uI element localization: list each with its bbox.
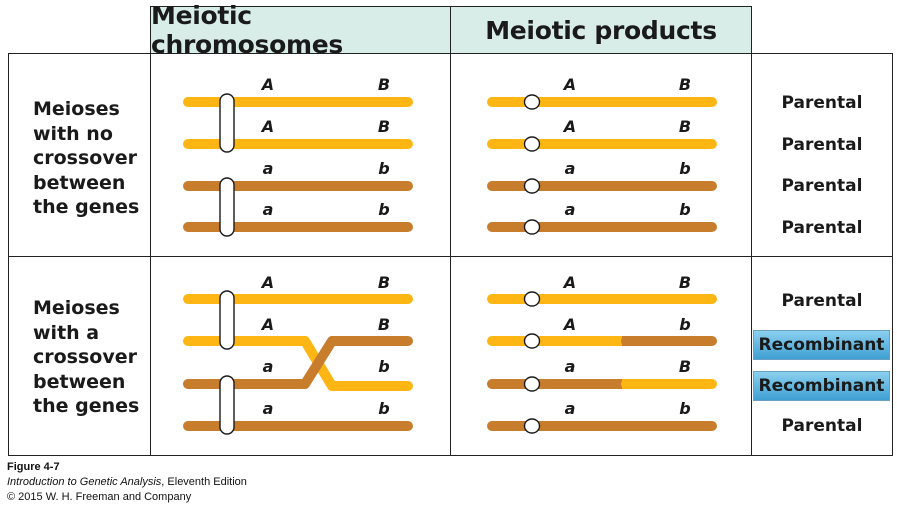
outcome-parental: Parental <box>781 416 863 436</box>
allele-label: A <box>260 117 274 136</box>
row1-products: A B A B a b a b <box>487 75 717 235</box>
allele-label: a <box>565 200 576 219</box>
centromere <box>219 93 235 153</box>
centromere <box>219 375 235 435</box>
allele-label: B <box>679 117 691 136</box>
copyright-line: © 2015 W. H. Freeman and Company <box>7 491 192 503</box>
row1-chromosomes: A B A B a b a b <box>183 75 413 237</box>
allele-label: b <box>378 399 389 418</box>
row1-label-line: between <box>33 171 126 194</box>
outcome-recombinant-badge: Recombinant <box>753 330 890 360</box>
strand-join <box>622 336 630 346</box>
row1-label-line: the genes <box>33 196 140 218</box>
outcome-parental: Parental <box>781 93 863 113</box>
allele-label: a <box>565 159 576 178</box>
allele-label: b <box>679 399 690 418</box>
allele-label: B <box>679 75 691 94</box>
allele-label: A <box>260 75 274 94</box>
centromere <box>523 136 541 152</box>
allele-label: A <box>260 315 274 334</box>
allele-label: a <box>263 159 274 178</box>
row2-label-line: the genes <box>33 395 140 417</box>
allele-label: a <box>263 357 274 376</box>
outcome-parental: Parental <box>781 176 863 196</box>
row2-label: Meioses with a crossover between the gen… <box>33 296 139 419</box>
centromere <box>219 290 235 350</box>
allele-label: b <box>679 315 690 334</box>
allele-label: A <box>562 273 576 292</box>
centromere <box>219 177 235 237</box>
centromere <box>523 333 541 349</box>
allele-label: A <box>562 117 576 136</box>
allele-label: b <box>378 357 389 376</box>
book-title-italic: Introduction to Genetic Analysis <box>7 476 162 488</box>
row1-label-line: Meioses <box>33 98 120 120</box>
centromere <box>523 219 541 235</box>
figure-number: Figure 4-7 <box>7 461 60 473</box>
centromere <box>523 418 541 434</box>
allele-label: B <box>679 357 691 376</box>
outcome-parental: Parental <box>781 291 863 311</box>
allele-label: a <box>565 357 576 376</box>
outcome-parental: Parental <box>781 218 863 238</box>
row2-chromosomes: A B A B a b a b <box>183 273 413 435</box>
centromere <box>523 94 541 110</box>
header-meiotic-products: Meiotic products <box>450 6 752 54</box>
allele-label: A <box>562 315 576 334</box>
row1-label-line: crossover <box>33 147 137 169</box>
allele-label: b <box>378 159 389 178</box>
allele-label: a <box>263 399 274 418</box>
row2-label-line: with a <box>33 321 100 344</box>
book-title: Introduction to Genetic Analysis, Eleven… <box>7 475 247 490</box>
allele-label: A <box>260 273 274 292</box>
outcome-recombinant-badge: Recombinant <box>753 371 890 401</box>
centromere <box>523 376 541 392</box>
row1-label: Meioses with no crossover between the ge… <box>33 97 139 220</box>
centromere <box>523 178 541 194</box>
row1-label-line: with no <box>33 122 113 145</box>
allele-label: B <box>378 315 390 334</box>
allele-label: A <box>562 75 576 94</box>
allele-label: a <box>565 399 576 418</box>
row2-products: A B A b a B a b <box>487 273 717 434</box>
row2-label-line: Meioses <box>33 297 120 319</box>
allele-label: b <box>679 159 690 178</box>
row2-label-line: between <box>33 370 126 393</box>
row2-outcome-cell <box>751 256 893 456</box>
allele-label: B <box>378 273 390 292</box>
row2-label-line: crossover <box>33 346 137 368</box>
figure-caption: Figure 4-7 Introduction to Genetic Analy… <box>7 460 247 505</box>
allele-label: B <box>378 117 390 136</box>
strand-join <box>622 379 630 389</box>
allele-label: a <box>263 200 274 219</box>
crossover-strand <box>183 336 413 389</box>
book-edition: , Eleventh Edition <box>161 476 247 488</box>
allele-label: B <box>679 273 691 292</box>
allele-label: b <box>378 200 389 219</box>
centromere <box>523 291 541 307</box>
allele-label: B <box>378 75 390 94</box>
allele-label: b <box>679 200 690 219</box>
outcome-parental: Parental <box>781 135 863 155</box>
